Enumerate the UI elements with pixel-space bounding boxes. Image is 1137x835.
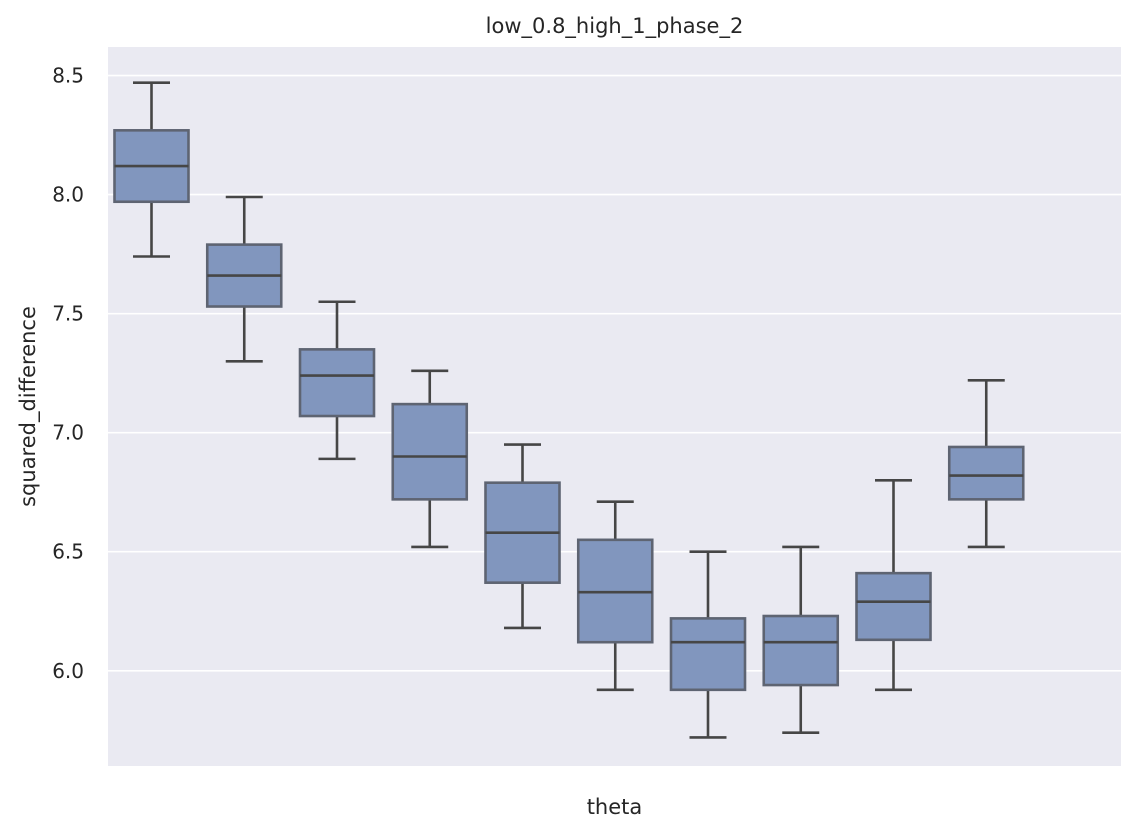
box-group <box>762 545 840 734</box>
y-tick-label: 7.5 <box>52 302 84 326</box>
box-group <box>484 443 561 630</box>
y-tick-labels: 6.0 6.5 7.0 7.5 8.0 8.5 <box>52 64 84 683</box>
box-iqr <box>298 348 376 418</box>
boxes <box>113 81 1025 739</box>
y-tick-label: 6.0 <box>52 659 84 683</box>
box-group <box>576 500 654 692</box>
box-group <box>669 550 747 739</box>
y-axis-label: squared_difference <box>16 306 41 507</box>
y-tick-label: 7.0 <box>52 421 84 445</box>
box-group <box>298 300 376 461</box>
box-iqr <box>762 614 840 687</box>
box-iqr <box>669 617 747 692</box>
box-group <box>855 479 932 692</box>
y-tick-label: 8.5 <box>52 64 84 88</box>
box-iqr <box>391 402 469 501</box>
box-iqr <box>947 445 1025 501</box>
box-group <box>947 379 1025 549</box>
y-tick-label: 6.5 <box>52 540 84 564</box>
box-group <box>391 369 469 549</box>
box-group <box>205 195 283 363</box>
box-iqr <box>855 571 932 642</box>
y-tick-label: 8.0 <box>52 183 84 207</box>
chart-title: low_0.8_high_1_phase_2 <box>486 14 744 39</box>
box-group <box>113 81 190 258</box>
x-axis-label: theta <box>587 795 643 819</box>
